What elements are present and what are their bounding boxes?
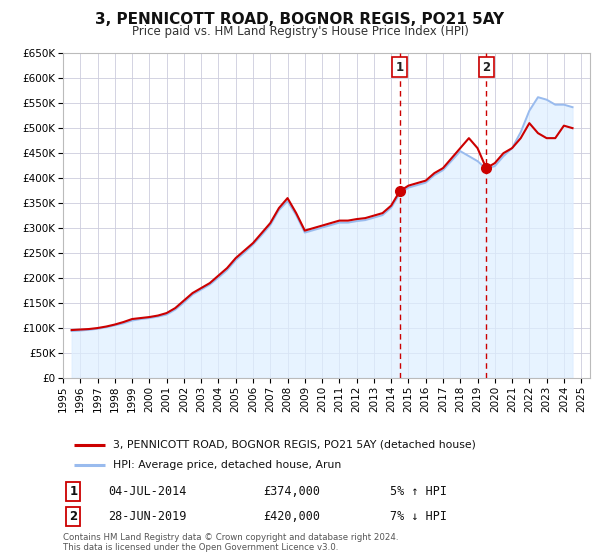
- Text: 5% ↑ HPI: 5% ↑ HPI: [389, 485, 446, 498]
- Text: Contains HM Land Registry data © Crown copyright and database right 2024.: Contains HM Land Registry data © Crown c…: [63, 533, 398, 542]
- Text: 2: 2: [482, 60, 490, 74]
- Text: £374,000: £374,000: [263, 485, 320, 498]
- Text: 3, PENNICOTT ROAD, BOGNOR REGIS, PO21 5AY (detached house): 3, PENNICOTT ROAD, BOGNOR REGIS, PO21 5A…: [113, 440, 476, 450]
- Text: £420,000: £420,000: [263, 510, 320, 524]
- Text: 3, PENNICOTT ROAD, BOGNOR REGIS, PO21 5AY: 3, PENNICOTT ROAD, BOGNOR REGIS, PO21 5A…: [95, 12, 505, 27]
- Text: 28-JUN-2019: 28-JUN-2019: [108, 510, 186, 524]
- Text: 1: 1: [70, 485, 77, 498]
- Text: HPI: Average price, detached house, Arun: HPI: Average price, detached house, Arun: [113, 460, 341, 470]
- Text: 1: 1: [396, 60, 404, 74]
- Text: 7% ↓ HPI: 7% ↓ HPI: [389, 510, 446, 524]
- Text: 04-JUL-2014: 04-JUL-2014: [108, 485, 186, 498]
- Text: This data is licensed under the Open Government Licence v3.0.: This data is licensed under the Open Gov…: [63, 543, 338, 552]
- Text: 2: 2: [70, 510, 77, 524]
- Text: Price paid vs. HM Land Registry's House Price Index (HPI): Price paid vs. HM Land Registry's House …: [131, 25, 469, 38]
